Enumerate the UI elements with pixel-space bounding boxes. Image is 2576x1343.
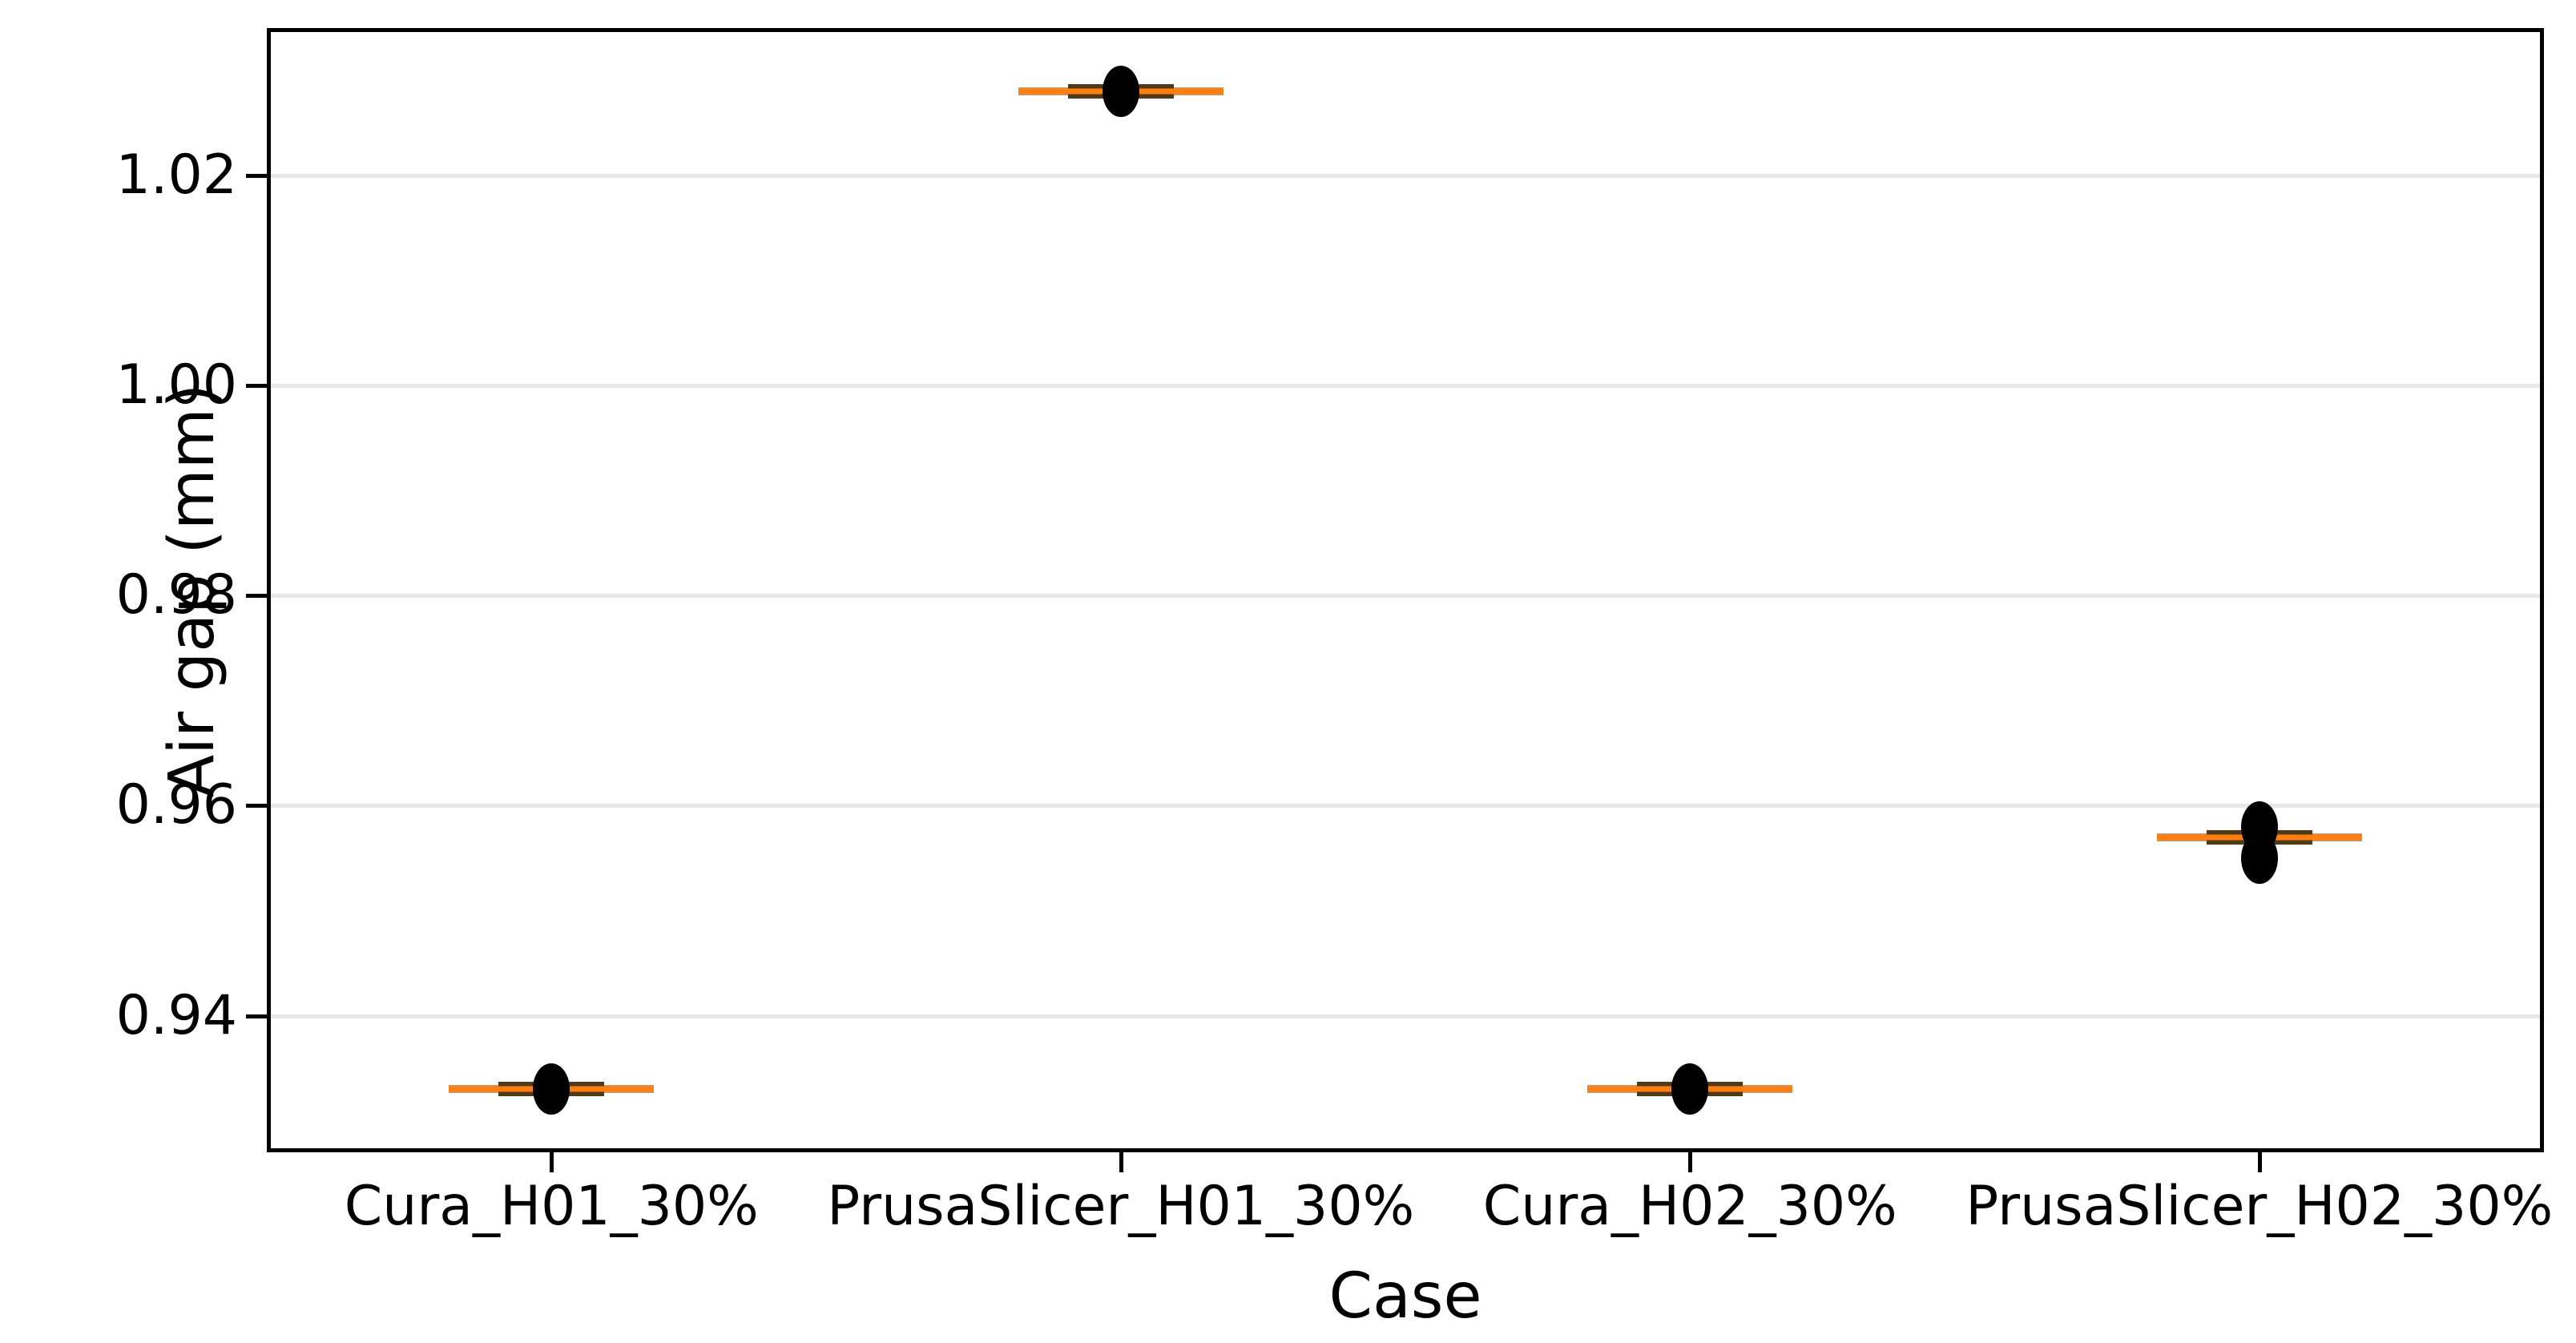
x-axis-tick-label: PrusaSlicer_H02_30%	[1965, 1175, 2554, 1238]
y-axis-tick	[246, 594, 267, 599]
x-axis-tick-label: Cura_H02_30%	[1482, 1175, 1897, 1238]
y-axis-tick	[246, 804, 267, 809]
x-axis-tick-label: PrusaSlicer_H01_30%	[827, 1175, 1415, 1238]
x-axis-title: Case	[1328, 1260, 1482, 1333]
y-axis-tick-label: 1.02	[115, 143, 237, 207]
y-axis-tick-label: 1.00	[115, 353, 237, 417]
y-axis-title: Air gap (mm)	[156, 383, 229, 798]
y-axis-tick	[246, 1014, 267, 1018]
y-axis-tick	[246, 383, 267, 388]
gridline	[271, 1014, 2540, 1018]
y-axis-tick-label: 0.96	[115, 773, 237, 837]
data-point	[1671, 1063, 1709, 1115]
gridline	[271, 594, 2540, 599]
data-point	[2240, 832, 2278, 884]
y-axis-tick-label: 0.98	[115, 563, 237, 627]
x-axis-tick	[2257, 1152, 2262, 1172]
x-axis-tick-label: Cura_H01_30%	[344, 1175, 759, 1238]
plot-area	[267, 28, 2544, 1152]
x-axis-tick	[550, 1152, 554, 1172]
gridline	[271, 804, 2540, 809]
x-axis-tick	[1119, 1152, 1123, 1172]
x-axis-tick	[1688, 1152, 1693, 1172]
data-point	[533, 1063, 570, 1115]
gridline	[271, 173, 2540, 178]
y-axis-tick-label: 0.94	[115, 983, 237, 1047]
y-axis-tick	[246, 173, 267, 178]
data-point	[1102, 65, 1139, 117]
gridline	[271, 383, 2540, 388]
